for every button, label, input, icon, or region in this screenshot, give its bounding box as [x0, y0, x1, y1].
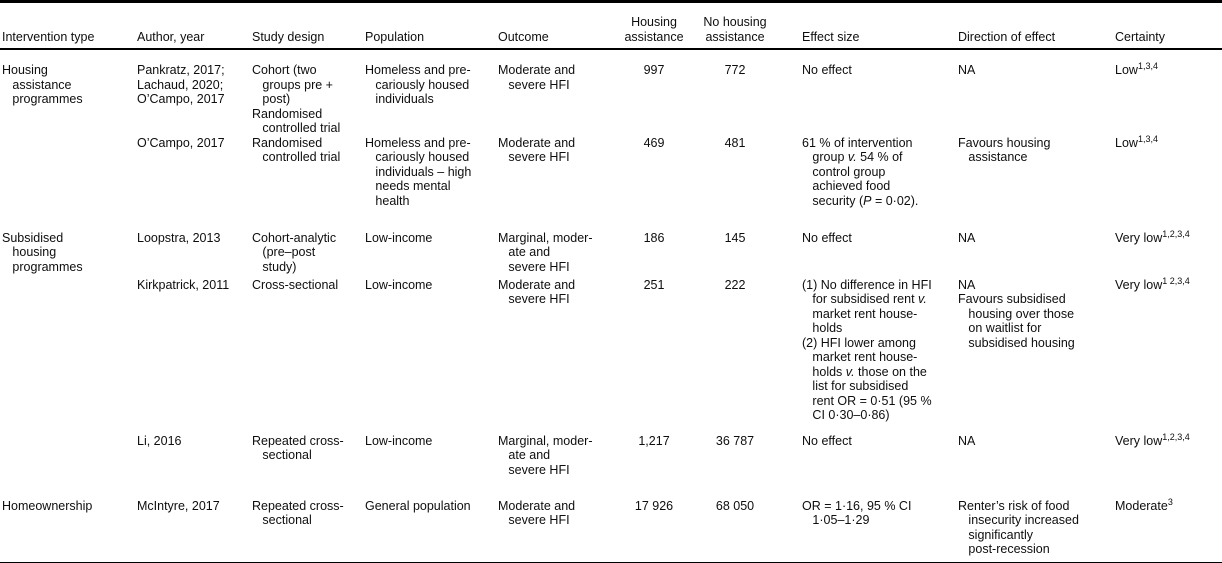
cell-intervention-type: Housing assistance programmes — [2, 63, 83, 106]
cell-housing-assistance: 186 — [643, 230, 665, 245]
cell-outcome: Marginal, moder- ate and severe HFI — [498, 433, 593, 477]
cell-author-year: Pankratz, 2017; Lachaud, 2020; O’Campo, … — [137, 63, 225, 106]
certainty-label: Moderate — [1115, 498, 1168, 513]
certainty-footnotes: 1 2,3,4 — [1162, 275, 1190, 286]
cell-certainty: Low1,3,4 — [1105, 133, 1222, 151]
cell-direction-of-effect: NA Favours subsidised housing over those… — [958, 277, 1075, 350]
cell-effect-size: OR = 1·16, 95 % CI 1·05–1·29 — [802, 498, 912, 528]
cell-study-design: Cross-sectional — [252, 277, 339, 292]
table-row: Li, 2016 Repeated cross- sectional Low-i… — [0, 431, 1222, 499]
cell-population: Low-income — [365, 230, 433, 245]
cell-outcome: Moderate and severe HFI — [498, 498, 576, 528]
cell-direction-of-effect: Favours housing assistance — [958, 135, 1051, 165]
cell-intervention-type: Homeownership — [2, 498, 93, 513]
certainty-label: Very low — [1115, 433, 1163, 448]
table-row: Subsidised housing programmes Loopstra, … — [0, 228, 1222, 278]
certainty-footnotes: 1,3,4 — [1137, 60, 1158, 71]
certainty-label: Very low — [1115, 277, 1163, 292]
certainty-footnotes: 3 — [1167, 496, 1173, 507]
cell-certainty: Very low1,2,3,4 — [1105, 228, 1222, 246]
col-header-study-design: Study design — [252, 29, 325, 44]
cell-study-design: Cohort-analytic (pre–post study) — [252, 230, 337, 274]
cell-study-design: Repeated cross- sectional — [252, 498, 344, 528]
table-row: O’Campo, 2017 Randomised controlled tria… — [0, 133, 1222, 231]
cell-intervention-type: Subsidised housing programmes — [2, 230, 83, 274]
table-row: Homeownership McIntyre, 2017 Repeated cr… — [0, 496, 1222, 562]
col-header-author-year: Author, year — [137, 29, 205, 44]
col-header-population: Population — [365, 29, 425, 44]
cell-population: Homeless and pre- cariously housed indiv… — [365, 135, 472, 208]
cell-no-housing-assistance: 481 — [724, 135, 746, 150]
col-header-direction-of-effect: Direction of effect — [958, 29, 1056, 44]
cell-study-design: Randomised controlled trial — [252, 135, 341, 165]
cell-effect-size: No effect — [802, 230, 852, 245]
cell-outcome: Moderate and severe HFI — [498, 277, 576, 307]
cell-outcome: Moderate and severe HFI — [498, 63, 576, 92]
cell-housing-assistance: 469 — [643, 135, 665, 150]
certainty-label: Low — [1115, 63, 1138, 77]
cell-no-housing-assistance: 68 050 — [715, 498, 755, 513]
certainty-footnotes: 1,3,4 — [1137, 133, 1158, 144]
cell-author-year: Loopstra, 2013 — [137, 230, 221, 245]
cell-no-housing-assistance: 145 — [724, 230, 746, 245]
cell-direction-of-effect: NA — [958, 63, 976, 77]
cell-certainty: Moderate3 — [1105, 496, 1222, 514]
col-header-outcome: Outcome — [498, 29, 549, 44]
cell-population: General population — [365, 498, 471, 513]
cell-housing-assistance: 17 926 — [634, 498, 674, 513]
cell-effect-size: No effect — [802, 63, 852, 77]
cell-study-design: Repeated cross- sectional — [252, 433, 344, 463]
cell-no-housing-assistance: 772 — [724, 63, 746, 77]
col-header-housing-assistance: Housing assistance — [624, 15, 684, 44]
table-body: Housing assistance programmes Pankratz, … — [0, 50, 1222, 562]
col-header-no-housing-assistance: No housing assistance — [703, 15, 767, 44]
cell-effect-size: (1) No difference in HFI for subsidised … — [802, 277, 932, 423]
col-header-certainty: Certainty — [1115, 29, 1166, 44]
col-header-intervention-type: Intervention type — [2, 29, 95, 44]
table-row: Kirkpatrick, 2011 Cross-sectional Low-in… — [0, 275, 1222, 434]
cell-population: Low-income — [365, 433, 433, 448]
certainty-label: Very low — [1115, 230, 1163, 245]
cell-no-housing-assistance: 222 — [724, 277, 746, 292]
cell-housing-assistance: 251 — [643, 277, 665, 292]
cell-effect-size: 61 % of intervention group v. 54 % of co… — [802, 135, 919, 208]
cell-certainty: Low1,3,4 — [1105, 60, 1222, 78]
cell-author-year: McIntyre, 2017 — [137, 498, 220, 513]
cell-certainty: Very low1 2,3,4 — [1105, 275, 1222, 293]
col-header-effect-size: Effect size — [802, 29, 860, 44]
cell-population: Low-income — [365, 277, 433, 292]
cell-no-housing-assistance: 36 787 — [715, 433, 755, 448]
certainty-footnotes: 1,2,3,4 — [1162, 228, 1190, 239]
cell-direction-of-effect: NA — [958, 433, 976, 448]
cell-author-year: O’Campo, 2017 — [137, 135, 225, 150]
cell-population: Homeless and pre- cariously housed indiv… — [365, 63, 471, 106]
cell-housing-assistance: 1,217 — [638, 433, 670, 448]
cell-author-year: Li, 2016 — [137, 433, 182, 448]
table-header-row: Intervention type Author, year Study des… — [0, 3, 1222, 50]
certainty-label: Low — [1115, 135, 1138, 150]
cell-direction-of-effect: Renter’s risk of food insecurity increas… — [958, 498, 1079, 557]
certainty-footnotes: 1,2,3,4 — [1162, 431, 1190, 442]
cell-outcome: Marginal, moder- ate and severe HFI — [498, 230, 593, 274]
cell-author-year: Kirkpatrick, 2011 — [137, 277, 230, 292]
cell-effect-size: No effect — [802, 433, 852, 448]
cell-certainty: Very low1,2,3,4 — [1105, 431, 1222, 449]
cell-outcome: Moderate and severe HFI — [498, 135, 576, 165]
table-row: Housing assistance programmes Pankratz, … — [0, 60, 1222, 136]
cell-direction-of-effect: NA — [958, 230, 976, 245]
cell-study-design: Cohort (two groups pre + post) Randomise… — [252, 63, 341, 135]
cell-housing-assistance: 997 — [643, 63, 665, 77]
